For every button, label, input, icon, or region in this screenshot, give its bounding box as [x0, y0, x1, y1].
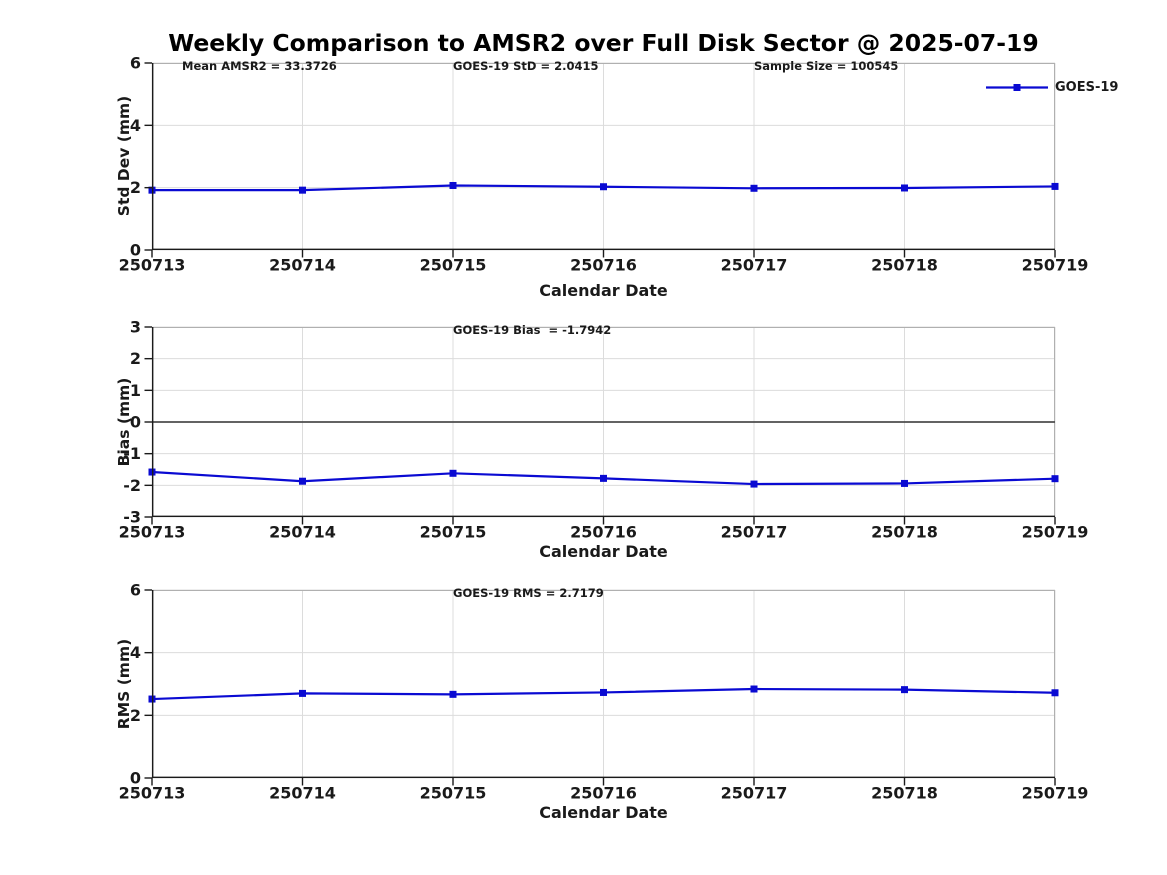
- x-tick-label: 250713: [119, 256, 186, 275]
- stddev-plot: 0 2 4 6 250713 250714 250715 250716 250717 250718…: [119, 54, 1089, 275]
- annotation-goes19-bias: GOES-19 Bias = -1.7942: [453, 323, 612, 337]
- x-tick-label: 250717: [721, 784, 788, 803]
- y-tick-label: 3: [130, 318, 141, 337]
- y-tick-label: 0: [130, 241, 141, 260]
- x-tick-label: 250714: [269, 784, 336, 803]
- rms-y-axis-label: RMS (mm): [115, 638, 133, 730]
- x-tick-label: 250719: [1022, 256, 1089, 275]
- data-marker: [1051, 182, 1059, 190]
- legend-label: GOES-19: [1055, 80, 1119, 95]
- y-tick-label: 2: [130, 349, 141, 368]
- x-tick-label: 250719: [1022, 784, 1089, 803]
- data-marker: [449, 469, 457, 477]
- y-tick-label: -2: [123, 476, 141, 495]
- x-tick-label: 250716: [570, 523, 637, 542]
- data-marker: [901, 184, 908, 192]
- y-tick-label: 2: [130, 178, 141, 197]
- data-marker: [449, 181, 457, 189]
- data-marker: [750, 184, 758, 192]
- y-tick-label: 1: [130, 381, 141, 400]
- x-tick-label: 250718: [871, 256, 938, 275]
- y-tick-label: 2: [130, 706, 141, 725]
- legend-line-marker-icon: [986, 84, 1048, 91]
- annotation-goes19-std: GOES-19 StD = 2.0415: [453, 59, 599, 73]
- data-marker: [901, 479, 908, 487]
- figure-title: Weekly Comparison to AMSR2 over Full Dis…: [168, 29, 1039, 57]
- data-marker: [299, 186, 306, 194]
- x-tick-label: 250717: [721, 256, 788, 275]
- y-tick-label: 0: [130, 413, 141, 432]
- y-tick-label: 4: [130, 116, 141, 135]
- y-tick-label: 0: [130, 769, 141, 788]
- y-tick-label: 6: [130, 54, 141, 73]
- data-marker: [600, 183, 607, 191]
- data-marker: [750, 685, 758, 693]
- x-tick-label: 250716: [570, 784, 637, 803]
- stddev-y-axis-label: Std Dev (mm): [115, 95, 133, 217]
- data-marker: [600, 474, 607, 482]
- x-tick-label: 250719: [1022, 523, 1089, 542]
- x-tick-label: 250718: [871, 784, 938, 803]
- x-tick-label: 250718: [871, 523, 938, 542]
- stddev-x-axis-label: Calendar Date: [539, 281, 668, 300]
- bias-x-axis-label: Calendar Date: [539, 542, 668, 561]
- data-marker: [1051, 475, 1059, 483]
- y-tick-label: 4: [130, 643, 141, 662]
- annotation-sample-size: Sample Size = 100545: [754, 59, 899, 73]
- data-marker: [449, 690, 457, 698]
- data-marker: [750, 480, 758, 488]
- y-tick-label: -1: [123, 444, 141, 463]
- annotation-goes19-rms: GOES-19 RMS = 2.7179: [453, 586, 604, 600]
- bias-plot: -3 -2 -1 0 1 2 3 250713 250714 250715 250716 250717…: [119, 318, 1089, 542]
- x-tick-label: 250716: [570, 256, 637, 275]
- rms-plot: 0 2 4 6 250713 250714 250715 250716 250717 250718…: [119, 581, 1089, 803]
- data-marker: [299, 477, 306, 485]
- x-tick-label: 250714: [269, 256, 336, 275]
- annotation-mean-amsr2: Mean AMSR2 = 33.3726: [182, 59, 337, 73]
- x-tick-label: 250713: [119, 523, 186, 542]
- bias-y-axis-label: Bias (mm): [115, 377, 133, 467]
- x-tick-label: 250715: [420, 256, 487, 275]
- x-tick-label: 250715: [420, 523, 487, 542]
- x-tick-label: 250717: [721, 523, 788, 542]
- x-tick-label: 250714: [269, 523, 336, 542]
- y-tick-label: 6: [130, 581, 141, 600]
- rms-x-axis-label: Calendar Date: [539, 803, 668, 822]
- data-marker: [600, 688, 607, 696]
- legend: GOES-19: [985, 80, 1118, 95]
- x-tick-label: 250715: [420, 784, 487, 803]
- data-marker: [299, 689, 306, 697]
- x-tick-label: 250713: [119, 784, 186, 803]
- y-tick-label: -3: [123, 508, 141, 527]
- data-marker: [901, 686, 908, 694]
- data-marker: [1051, 689, 1059, 697]
